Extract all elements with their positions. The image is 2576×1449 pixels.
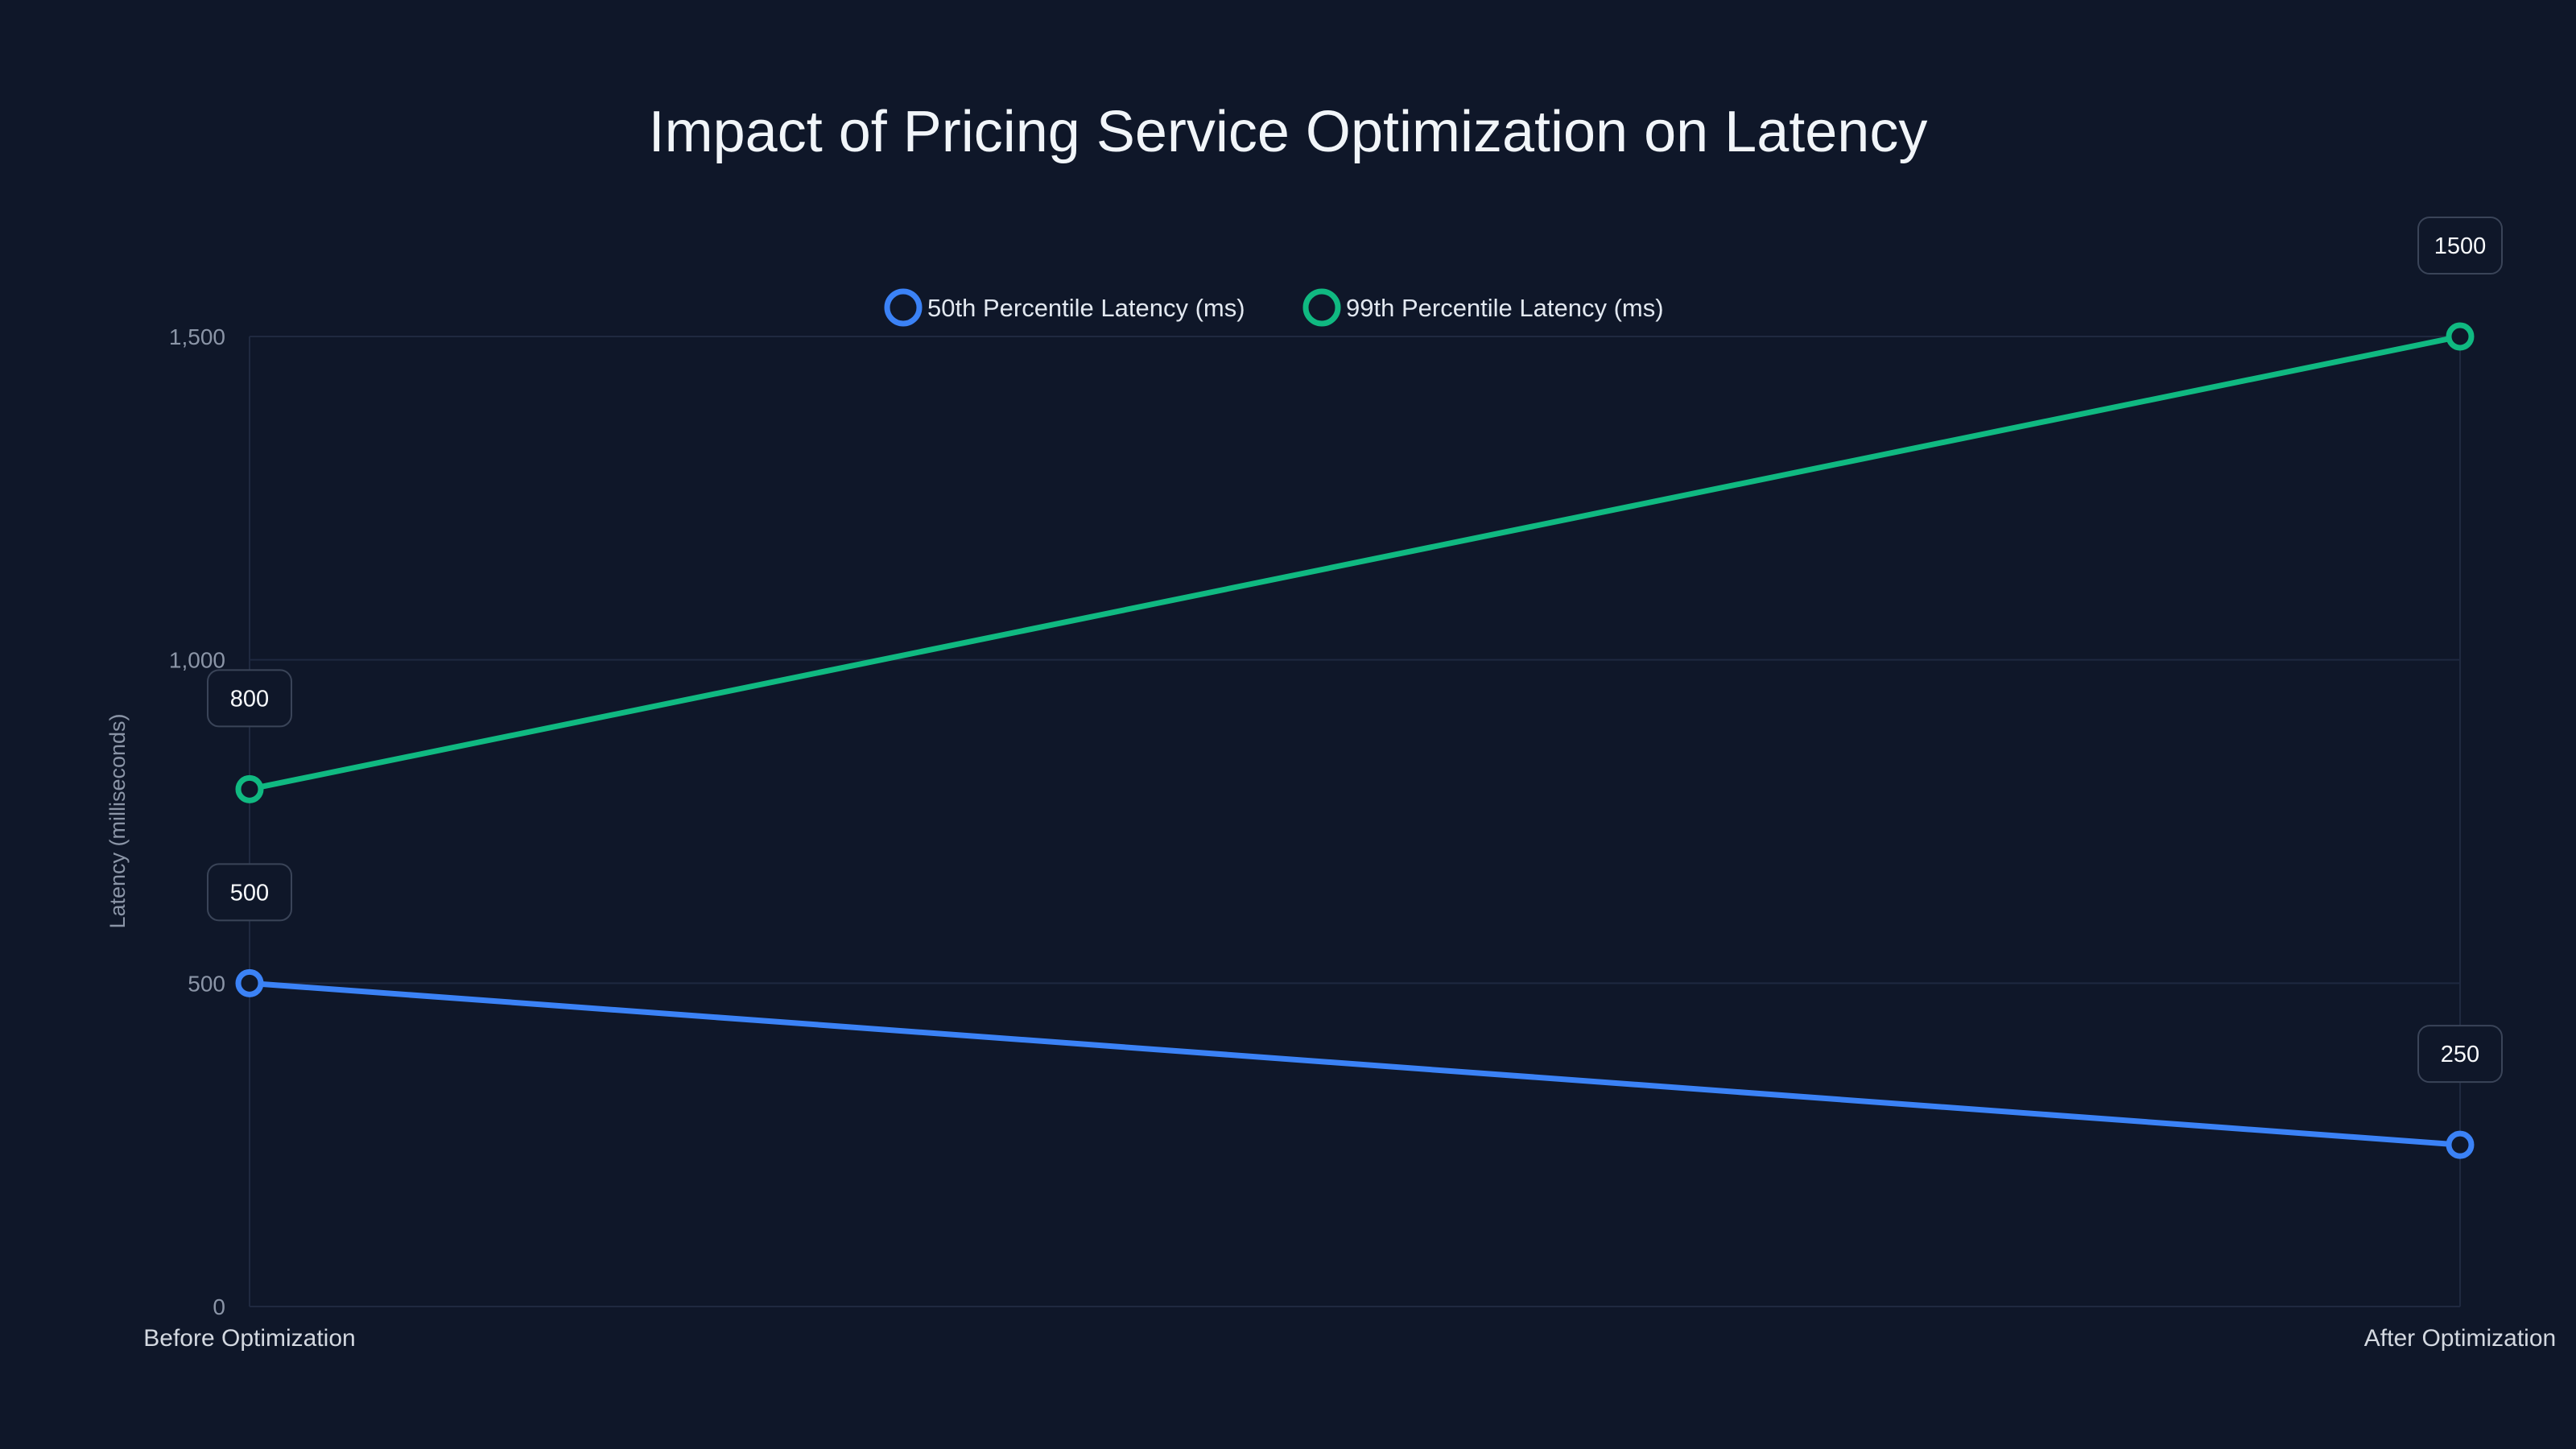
series-50th: 500 250 <box>207 863 2503 1159</box>
y-tick-label: 0 <box>213 1294 225 1319</box>
x-axis-ticks: Before Optimization After Optimization <box>143 1325 2556 1352</box>
data-label: 1500 <box>2434 233 2487 259</box>
chart-title: Impact of Pricing Service Optimization o… <box>649 100 1928 164</box>
x-tick-label: Before Optimization <box>143 1325 355 1352</box>
x-tick-label: After Optimization <box>2364 1325 2556 1352</box>
data-label: 500 <box>230 880 269 906</box>
data-point[interactable] <box>235 774 264 803</box>
y-axis-ticks: 0 500 1,000 1,500 <box>169 324 225 1319</box>
series-group: 500 250 800 1500 <box>207 217 2503 1159</box>
data-point[interactable] <box>2446 1130 2475 1159</box>
series-line <box>249 980 2461 1148</box>
legend-item[interactable]: 99th Percentile Latency (ms) <box>1302 288 1664 327</box>
data-label: 800 <box>230 686 269 712</box>
legend-label: 50th Percentile Latency (ms) <box>927 294 1245 322</box>
legend-marker-icon <box>884 288 923 327</box>
y-tick-label: 1,000 <box>169 648 225 673</box>
data-label-box <box>207 669 292 728</box>
series-99th: 800 1500 <box>207 217 2503 803</box>
y-tick-label: 500 <box>188 971 225 996</box>
data-point[interactable] <box>235 968 264 997</box>
data-point[interactable] <box>2446 322 2475 351</box>
legend-item[interactable]: 50th Percentile Latency (ms) <box>884 288 1245 327</box>
legend: 50th Percentile Latency (ms) 99th Percent… <box>884 288 1664 327</box>
y-axis-label: Latency (milliseconds) <box>105 713 130 928</box>
grid <box>249 336 2461 1307</box>
series-line <box>249 333 2461 792</box>
legend-label: 99th Percentile Latency (ms) <box>1346 294 1664 322</box>
data-label-box <box>2417 217 2503 275</box>
data-label-box <box>2417 1025 2503 1084</box>
legend-marker-icon <box>1302 288 1341 327</box>
y-tick-label: 1,500 <box>169 324 225 349</box>
data-label: 250 <box>2441 1042 2479 1067</box>
data-label-box <box>207 863 292 922</box>
